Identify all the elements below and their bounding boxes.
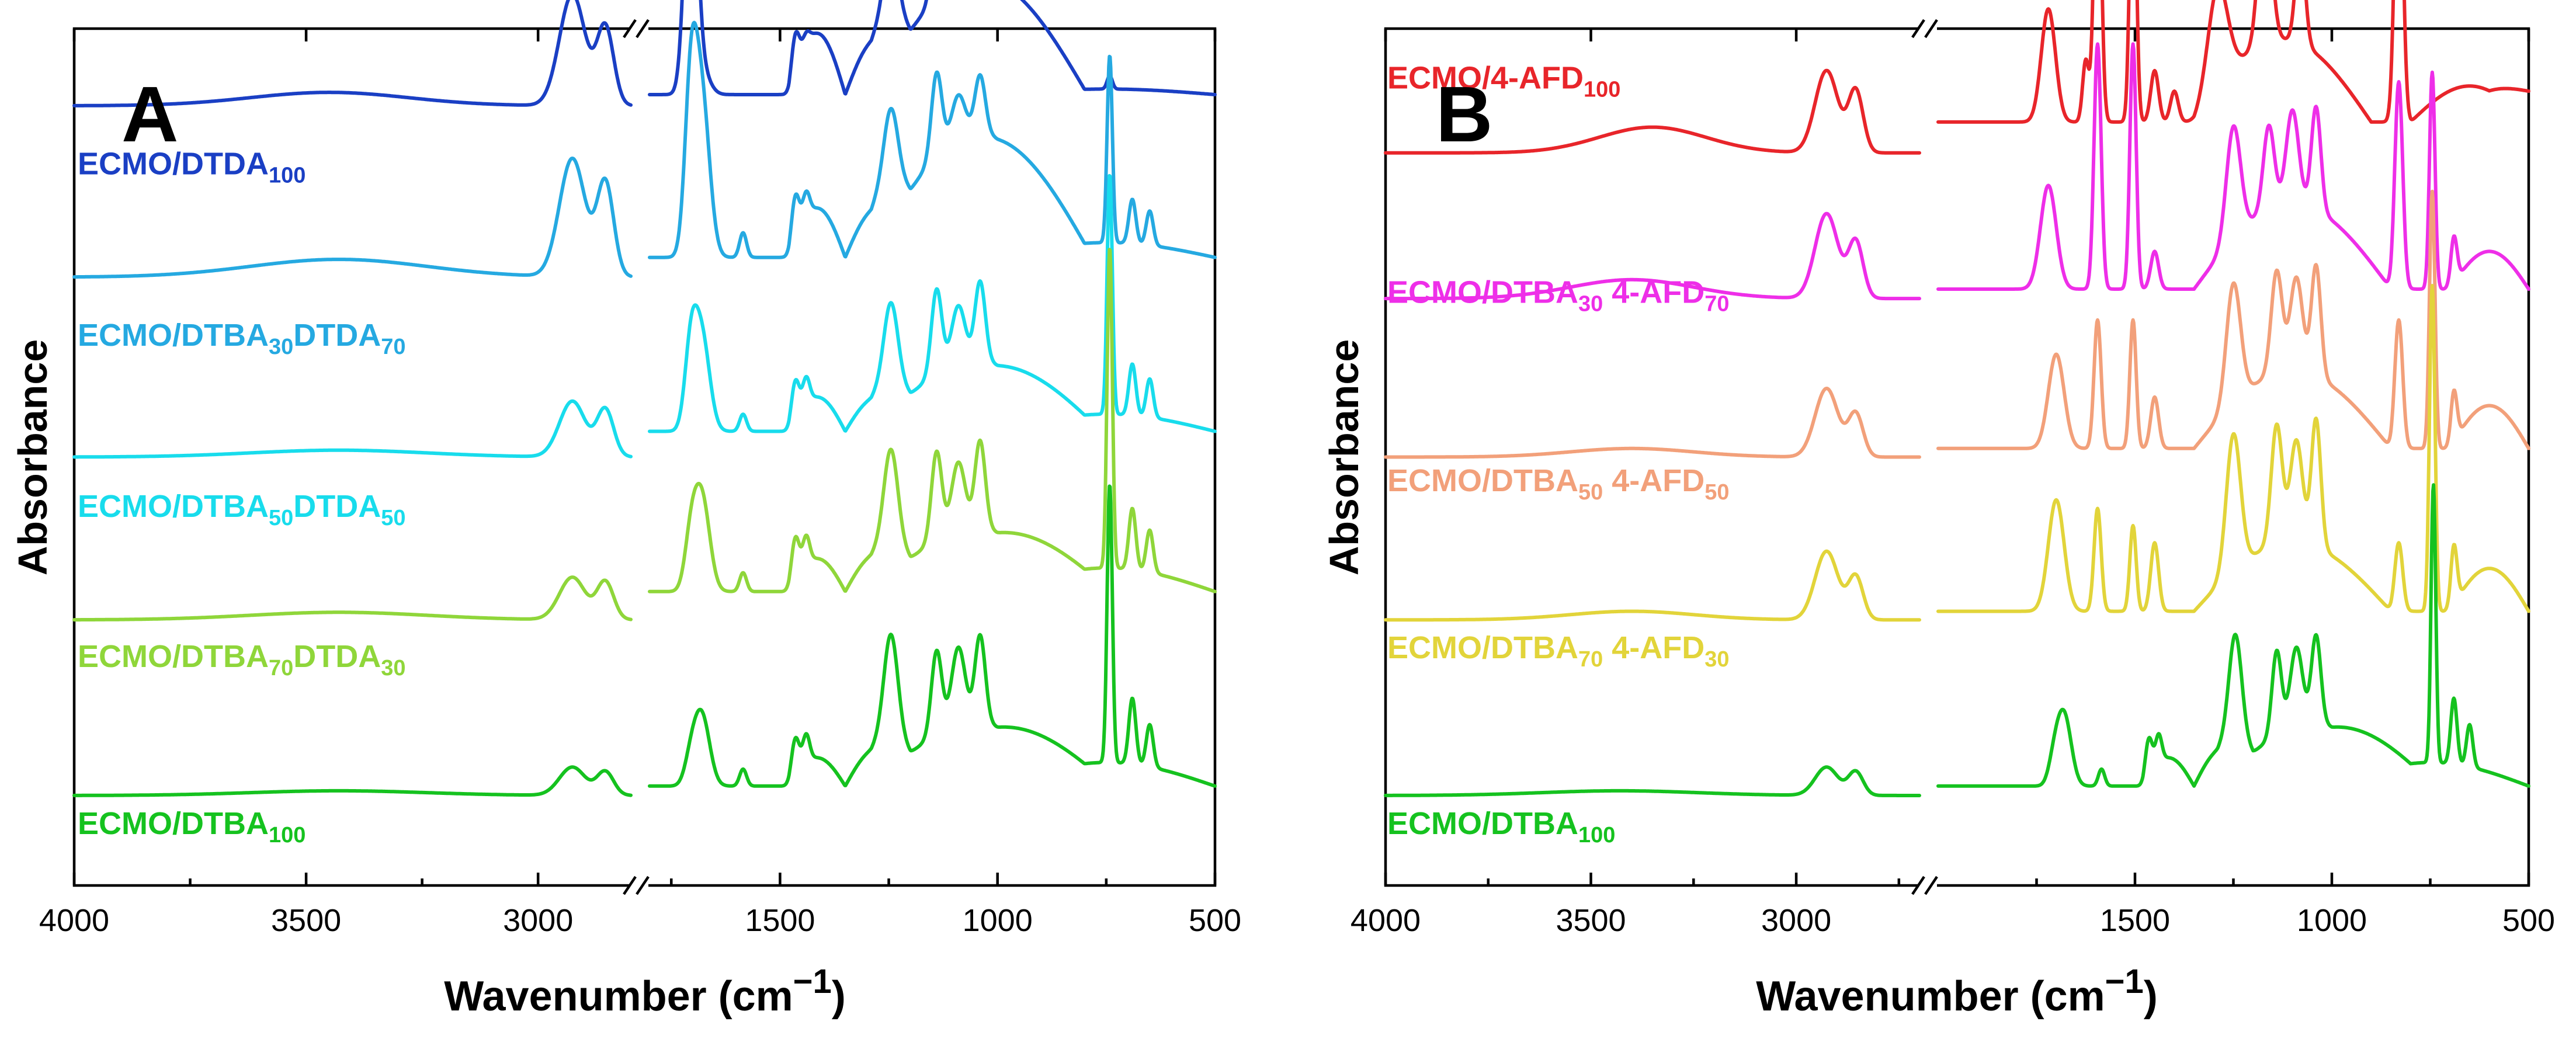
spectrum-ecmo-dtba70dtda30-seg1 <box>648 248 1217 593</box>
x-tick-label-3500: 3500 <box>271 903 341 938</box>
spectrum-ecmo-dtba50dtda50-seg1 <box>648 173 1217 433</box>
panel-b-x-ticks: 4000 3500 3000 1500 1000 500 <box>1351 29 2555 938</box>
panel-a: 4000 3500 3000 1500 1000 500 ECMO/DTDA100ECMO… <box>10 0 1241 1020</box>
series-label: ECMO/DTBA100 <box>1387 806 1615 848</box>
spectrum-ecmo-dtba50-4-afd50-seg1 <box>1936 189 2530 450</box>
x-tick-label-4000: 4000 <box>1351 903 1421 938</box>
panel-b-x-axis-title: Wavenumber (cm−1) <box>1756 963 2158 1020</box>
series-label: ECMO/DTBA70DTDA30 <box>78 639 406 680</box>
spectrum-ecmo-dtba30-4-afd70-seg1 <box>1936 42 2530 291</box>
series-label: ECMO/DTBA100 <box>78 806 305 848</box>
panel-a-series-labels: ECMO/DTDA100 ECMO/DTBA30DTDA70 ECMO/DTBA50… <box>78 146 406 848</box>
spectrum-ecmo-dtba100-seg0 <box>1384 765 1921 797</box>
panel-b-plot-frame <box>1384 27 2530 887</box>
x-tick-label-1000: 1000 <box>2297 903 2367 938</box>
panel-a-spectra <box>72 0 1217 797</box>
x-tick-label-4000: 4000 <box>39 903 109 938</box>
panel-a-letter: A <box>121 70 179 158</box>
spectrum-ecmo-dtba100-seg0 <box>72 765 633 797</box>
x-tick-label-1000: 1000 <box>963 903 1033 938</box>
spectrum-ecmo-dtba30-4-afd70-seg0 <box>1384 211 1921 301</box>
spectrum-ecmo-dtda100-seg0 <box>72 0 633 107</box>
panel-b-break-marks <box>1911 19 1938 895</box>
panel-b-series-labels: ECMO/4-AFD100 ECMO/DTBA30 4-AFD70 ECMO/DTB… <box>1387 61 1730 848</box>
panel-b-letter: B <box>1436 70 1493 158</box>
panel-b-spectra <box>1384 0 2530 797</box>
panel-b: 4000 3500 3000 1500 1000 500 ECMO/4-AFD100ECM… <box>1321 0 2555 1020</box>
panel-a-break-marks <box>623 19 650 895</box>
panel-b-y-axis-title: Absorbance <box>1321 339 1367 576</box>
spectrum-ecmo-dtba30dtda70-seg0 <box>72 157 633 279</box>
series-label: ECMO/DTBA50DTDA50 <box>78 489 406 530</box>
spectrum-ecmo-dtba50-4-afd50-seg0 <box>1384 387 1921 459</box>
x-tick-label-1500: 1500 <box>745 903 815 938</box>
spectrum-ecmo-4-afd100-seg0 <box>1384 68 1921 155</box>
spectrum-ecmo-dtba70dtda30-seg0 <box>72 575 633 622</box>
spectrum-ecmo-dtda100-seg1 <box>648 0 1217 96</box>
x-tick-label-3000: 3000 <box>1761 903 1831 938</box>
series-label: ECMO/DTBA30DTDA70 <box>78 318 406 359</box>
spectrum-ecmo-4-afd100-seg1 <box>1936 0 2530 124</box>
panel-a-x-axis-title: Wavenumber (cm−1) <box>444 963 846 1020</box>
series-label: ECMO/DTDA100 <box>78 146 305 187</box>
spectrum-ecmo-dtba100-seg1 <box>648 484 1217 788</box>
spectrum-ecmo-dtba100-seg1 <box>1936 483 2530 788</box>
x-tick-label-3000: 3000 <box>503 903 573 938</box>
x-tick-label-500: 500 <box>2502 903 2555 938</box>
panel-a-x-ticks: 4000 3500 3000 1500 1000 500 <box>39 29 1241 938</box>
spectrum-ecmo-dtba50dtda50-seg0 <box>72 399 633 459</box>
panel-a-y-axis-title: Absorbance <box>10 339 55 576</box>
spectrum-ecmo-dtba70-4-afd30-seg0 <box>1384 549 1921 622</box>
series-label: ECMO/DTBA50 4-AFD50 <box>1387 463 1730 505</box>
series-label: ECMO/DTBA70 4-AFD30 <box>1387 630 1730 672</box>
spectrum-ecmo-dtba70-4-afd30-seg1 <box>1936 284 2530 613</box>
x-tick-label-3500: 3500 <box>1556 903 1626 938</box>
series-label: ECMO/DTBA30 4-AFD70 <box>1387 275 1730 316</box>
series-label: ECMO/4-AFD100 <box>1387 61 1620 102</box>
x-tick-label-500: 500 <box>1189 903 1241 938</box>
spectrum-ecmo-dtba30dtda70-seg1 <box>648 20 1217 259</box>
x-tick-label-1500: 1500 <box>2100 903 2170 938</box>
